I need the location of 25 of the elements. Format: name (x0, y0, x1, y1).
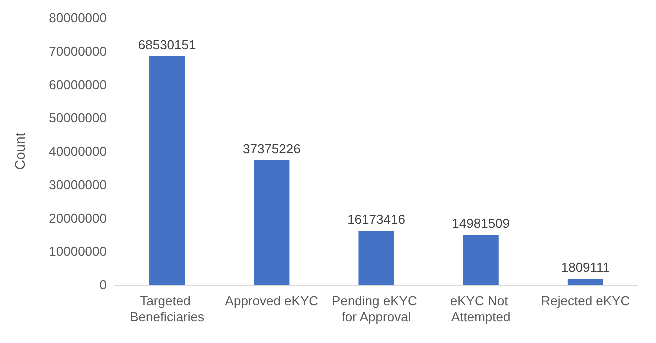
y-tick-label: 20000000 (49, 210, 107, 226)
data-label: 68530151 (138, 37, 196, 52)
x-tick-label: Rejected eKYC (541, 294, 630, 308)
y-tick-label: 60000000 (49, 77, 107, 92)
data-label: 14981509 (452, 216, 510, 231)
data-label: 37375226 (242, 141, 301, 156)
bar (358, 231, 394, 285)
x-tick-label: Targeted Beneficiaries (130, 294, 206, 324)
y-axis-title: Count (12, 132, 28, 170)
data-label: 16173416 (348, 212, 406, 228)
x-tick-label: Approved eKYC (225, 294, 319, 308)
bar (150, 56, 186, 285)
bar (568, 278, 604, 285)
y-tick-label: 10000000 (49, 244, 107, 260)
x-tick-label: eKYC Not Attempted (450, 294, 512, 324)
y-tick-label: 70000000 (49, 44, 107, 59)
bar (463, 235, 499, 285)
x-tick-label: Pending eKYC for Approval (332, 294, 421, 324)
y-tick-label: 40000000 (49, 144, 107, 159)
data-label: 1809111 (561, 260, 610, 275)
y-tick-label: 30000000 (49, 177, 107, 192)
y-tick-label: 80000000 (49, 10, 107, 26)
bar (254, 160, 290, 285)
y-tick-label: 50000000 (49, 110, 107, 126)
y-tick-label: 0 (100, 278, 107, 292)
